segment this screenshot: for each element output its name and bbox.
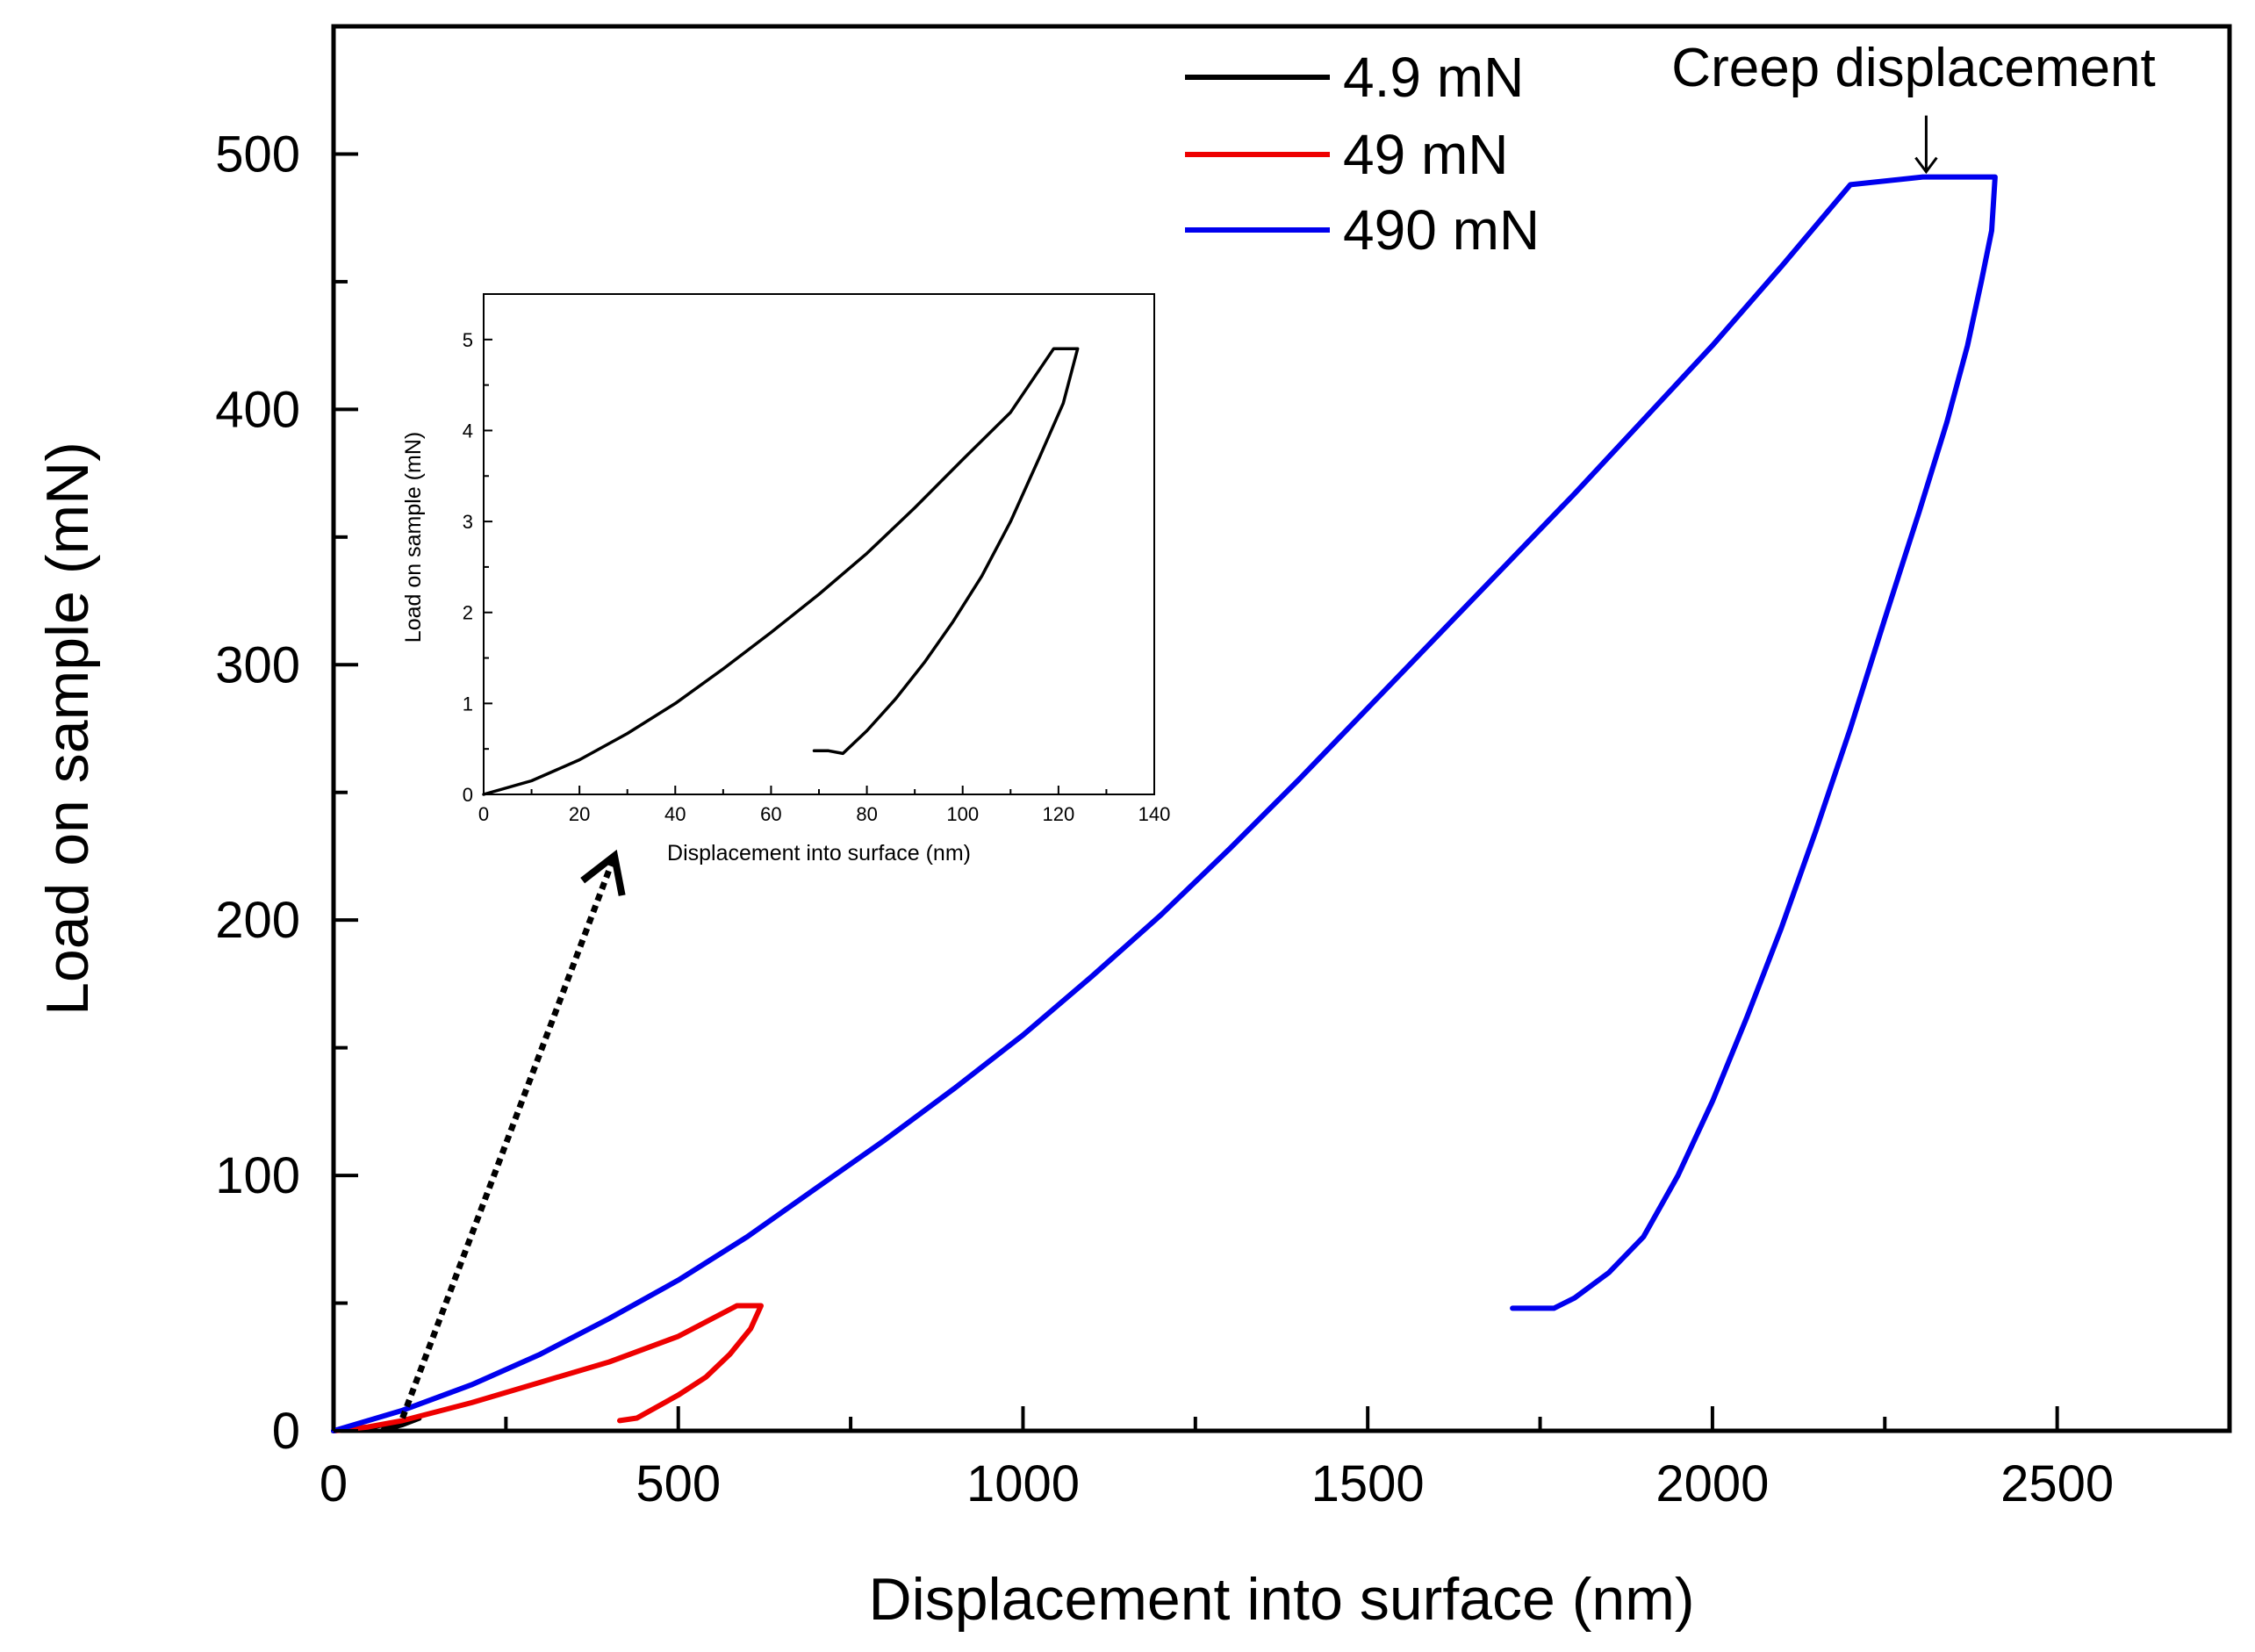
inset-x-tick-label: 100 <box>946 803 979 825</box>
main-x-tick-label: 0 <box>320 1455 348 1512</box>
inset-y-tick-label: 2 <box>463 602 473 624</box>
main-y-tick-label: 100 <box>215 1147 300 1204</box>
main-x-tick-label: 1000 <box>966 1455 1080 1512</box>
legend-label-series-1: 49 mN <box>1343 123 1509 186</box>
main-y-tick-label: 300 <box>215 636 300 693</box>
legend-label-series-0: 4.9 mN <box>1343 46 1524 109</box>
main-x-tick-label: 2000 <box>1655 1455 1769 1512</box>
main-y-tick-label: 0 <box>272 1403 300 1460</box>
inset-x-axis-title: Displacement into surface (nm) <box>667 841 971 866</box>
inset-plot-frame <box>483 293 1155 795</box>
inset-y-axis-title: Load on sample (mN) <box>401 432 426 643</box>
main-plot-frame <box>331 24 2232 1433</box>
inset-x-tick-label: 120 <box>1042 803 1074 825</box>
main-y-tick-label: 200 <box>215 892 300 949</box>
creep-displacement-label: Creep displacement <box>1671 38 2155 98</box>
inset-chart: 0 20 40 60 80 100 120 140 0 1 2 3 4 5 Displacement in… <box>401 293 1171 866</box>
inset-x-tick-label: 80 <box>856 803 877 825</box>
creep-arrow-icon <box>1914 115 1938 175</box>
inset-x-tick-label: 140 <box>1138 803 1171 825</box>
main-plot-area <box>331 174 1998 1433</box>
inset-y-tick-label: 5 <box>463 329 473 351</box>
inset-plot-area <box>482 347 1080 796</box>
main-x-tick-label: 2500 <box>2000 1455 2114 1512</box>
creep-arrow-head <box>1914 156 1938 175</box>
main-y-axis-title: Load on sample (mN) <box>34 442 101 1016</box>
inset-pointer-arrow-icon <box>399 849 626 1419</box>
inset-y-tick-label: 3 <box>463 511 473 533</box>
inset-arrow-shaft <box>399 854 618 1419</box>
inset-x-tick-label: 40 <box>664 803 686 825</box>
main-y-tick-label: 500 <box>215 126 300 183</box>
legend: 4.9 mN 49 mN 490 mN <box>1185 46 1540 262</box>
inset-y-tick-label: 4 <box>463 420 473 442</box>
main-series-line-49-mn <box>331 1303 764 1433</box>
main-x-tick-label: 1500 <box>1311 1455 1425 1512</box>
inset-x-tick-label: 20 <box>569 803 590 825</box>
inset-y-tick-label: 1 <box>463 693 473 715</box>
inset-x-tick-label: 60 <box>760 803 781 825</box>
main-x-axis-title: Displacement into surface (nm) <box>868 1566 1694 1633</box>
main-y-tick-label: 400 <box>215 381 300 438</box>
inset-ticks: 0 20 40 60 80 100 120 140 0 1 2 3 4 5 <box>463 329 1171 825</box>
inset-arrow-head <box>580 849 626 896</box>
legend-label-series-2: 490 mN <box>1343 198 1540 262</box>
inset-x-tick-label: 0 <box>478 803 489 825</box>
inset-series-line-4-9-mn <box>482 347 1080 796</box>
main-series-line-490-mn <box>331 174 1998 1433</box>
inset-y-tick-label: 0 <box>463 784 473 806</box>
main-x-tick-label: 500 <box>636 1455 721 1512</box>
